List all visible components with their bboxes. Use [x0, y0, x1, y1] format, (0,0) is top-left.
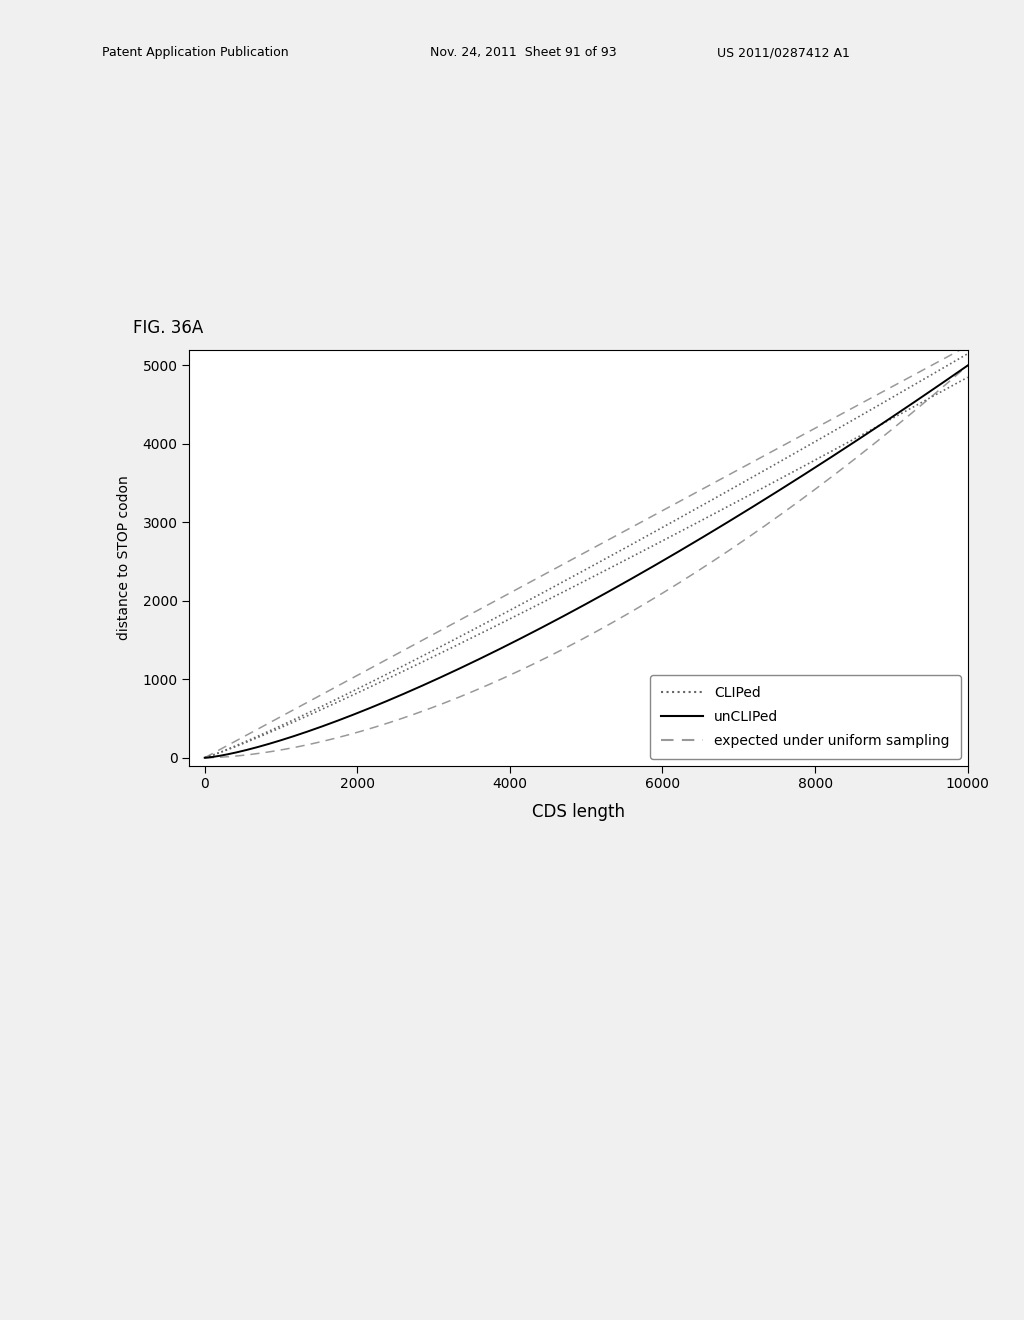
Text: FIG. 36A: FIG. 36A [133, 318, 204, 337]
X-axis label: CDS length: CDS length [532, 803, 625, 821]
Text: US 2011/0287412 A1: US 2011/0287412 A1 [717, 46, 850, 59]
Legend: CLIPed, unCLIPed, expected under uniform sampling: CLIPed, unCLIPed, expected under uniform… [650, 675, 961, 759]
Text: Patent Application Publication: Patent Application Publication [102, 46, 289, 59]
Y-axis label: distance to STOP codon: distance to STOP codon [118, 475, 131, 640]
Text: Nov. 24, 2011  Sheet 91 of 93: Nov. 24, 2011 Sheet 91 of 93 [430, 46, 616, 59]
